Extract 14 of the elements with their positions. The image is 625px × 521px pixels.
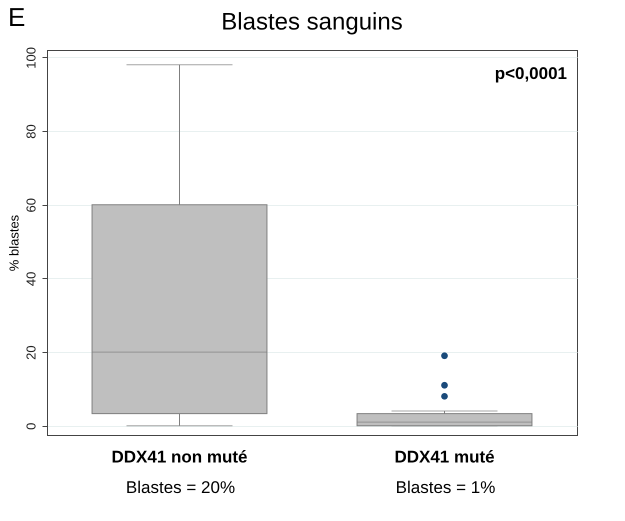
y-tick-label: 100 [24,47,38,69]
y-tick-label: 60 [24,198,38,212]
text: Blastes = 1% [396,478,496,498]
y-axis-title: % blastes [6,214,22,272]
annotation: p<0,0001 [494,64,567,84]
text: E [8,2,26,33]
y-tick-label: 0 [24,422,38,430]
text: Blastes = 20% [126,478,236,498]
x-tick-label: DDX41 muté [394,448,495,466]
y-tick-label: 80 [24,124,38,139]
y-tick-label: 20 [24,345,38,360]
chart-title: Blastes sanguins [221,8,403,36]
y-tick-label: 40 [24,272,38,286]
x-tick-label: DDX41 non muté [111,448,248,466]
